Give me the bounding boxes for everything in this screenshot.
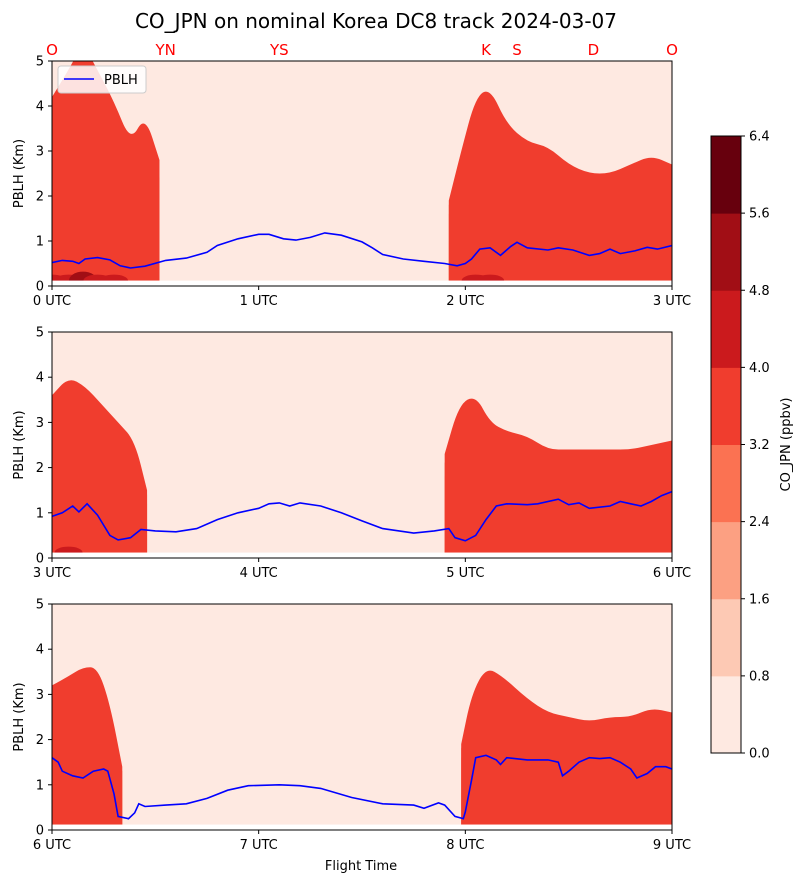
y-axis-label: PBLH (Km) xyxy=(12,410,27,479)
y-tick-label: 2 xyxy=(36,461,44,476)
colorbar-swatch-4 xyxy=(711,367,741,445)
colorbar-tick-label: 6.4 xyxy=(749,130,770,145)
panel-1: 0 1 2 3 4 5 0 UTC 1 UTC 2 UTC 3 UTC PBLH (Km) PBLH xyxy=(12,55,691,310)
y-tick-label: 3 xyxy=(36,145,44,160)
contour-fills xyxy=(52,380,672,558)
contour-level-4-region-1 xyxy=(461,670,672,825)
site-label-2: YS xyxy=(269,41,289,59)
x-tick-label: 3 UTC xyxy=(33,566,71,581)
y-tick-label: 0 xyxy=(36,280,44,295)
y-axis-label: PBLH (Km) xyxy=(12,682,27,751)
pblh-line xyxy=(52,754,672,820)
site-label-0: O xyxy=(46,41,58,59)
colorbar-swatch-5 xyxy=(711,290,741,368)
x-tick-label: 7 UTC xyxy=(240,838,278,853)
colorbar-label: CO_JPN (ppbv) xyxy=(779,398,794,492)
pblh-line xyxy=(52,232,672,269)
colorbar-swatch-7 xyxy=(711,136,741,214)
legend: PBLH xyxy=(57,65,147,94)
y-tick-label: 0 xyxy=(36,552,44,567)
site-labels: O YN YS K S D O xyxy=(46,41,678,59)
x-tick-label: 5 UTC xyxy=(446,566,484,581)
y-tick-label: 4 xyxy=(36,643,44,658)
colorbar-swatch-0 xyxy=(711,675,741,754)
y-tick-label: 4 xyxy=(36,371,44,386)
legend-label: PBLH xyxy=(104,73,138,88)
site-label-6: O xyxy=(666,41,678,59)
y-tick-label: 3 xyxy=(36,688,44,703)
x-tick-label: 1 UTC xyxy=(240,294,278,309)
contour-level-4-region-0 xyxy=(52,667,123,825)
x-axis-label: Flight Time xyxy=(325,859,397,874)
y-tick-label: 5 xyxy=(36,598,44,613)
surface-strip xyxy=(52,280,672,286)
axes-frame xyxy=(51,603,673,831)
contour-fills xyxy=(52,61,672,286)
colorbar-tick-label: 0.0 xyxy=(749,747,770,762)
y-tick-label: 2 xyxy=(36,190,44,205)
x-tick-label: 4 UTC xyxy=(240,566,278,581)
x-tick-label: 2 UTC xyxy=(446,294,484,309)
y-tick-label: 1 xyxy=(36,506,44,521)
site-label-5: D xyxy=(588,41,600,59)
colorbar-swatch-1 xyxy=(711,598,741,677)
y-tick-label: 0 xyxy=(36,824,44,839)
axes-frame xyxy=(51,331,673,559)
y-tick-label: 1 xyxy=(36,235,44,250)
contour-level-4-region-0 xyxy=(52,61,160,281)
colorbar-swatch-3 xyxy=(711,444,741,523)
colorbar-swatch-6 xyxy=(711,213,741,291)
colorbar-swatch-2 xyxy=(711,521,741,600)
contour-level-4-region-1 xyxy=(444,398,672,553)
colorbar-tick-label: 2.4 xyxy=(749,515,770,530)
colorbar-tick-label: 4.8 xyxy=(749,284,770,299)
colorbar-tick-label: 5.6 xyxy=(749,207,770,222)
pblh-line xyxy=(52,490,672,542)
contour-fills xyxy=(52,667,672,830)
y-tick-label: 5 xyxy=(36,55,44,70)
x-tick-label: 9 UTC xyxy=(653,838,691,853)
site-label-1: YN xyxy=(154,41,175,59)
y-tick-label: 2 xyxy=(36,733,44,748)
chart-title: CO_JPN on nominal Korea DC8 track 2024-0… xyxy=(135,9,617,33)
x-tick-label: 6 UTC xyxy=(33,838,71,853)
colorbar: 0.0 0.8 1.6 2.4 3.2 4.0 4.8 5.6 6.4 CO_JPN (ppbv) xyxy=(710,130,794,762)
y-tick-label: 1 xyxy=(36,778,44,793)
x-tick-label: 6 UTC xyxy=(653,566,691,581)
x-tick-label: 3 UTC xyxy=(653,294,691,309)
colorbar-tick-label: 0.8 xyxy=(749,669,770,684)
colorbar-tick-label: 3.2 xyxy=(749,438,770,453)
contour-level-4-region-1 xyxy=(448,91,672,281)
surface-strip xyxy=(52,552,672,558)
x-tick-label: 0 UTC xyxy=(33,294,71,309)
site-label-3: K xyxy=(481,41,492,59)
y-tick-label: 3 xyxy=(36,416,44,431)
panel-2: 0 1 2 3 4 5 3 UTC 4 UTC 5 UTC 6 UTC PBLH (Km) xyxy=(12,326,691,582)
colorbar-tick-label: 4.0 xyxy=(749,361,770,376)
site-label-4: S xyxy=(512,41,522,59)
y-tick-label: 5 xyxy=(36,326,44,341)
surface-strip xyxy=(52,824,672,830)
axes-frame xyxy=(51,60,673,287)
legend-box xyxy=(57,65,147,94)
colorbar-tick-label: 1.6 xyxy=(749,592,770,607)
y-axis-label: PBLH (Km) xyxy=(12,139,27,208)
panel-3: 0 1 2 3 4 5 6 UTC 7 UTC 8 UTC 9 UTC PBLH (Km) xyxy=(12,598,691,854)
x-tick-label: 8 UTC xyxy=(446,838,484,853)
y-tick-label: 4 xyxy=(36,100,44,115)
